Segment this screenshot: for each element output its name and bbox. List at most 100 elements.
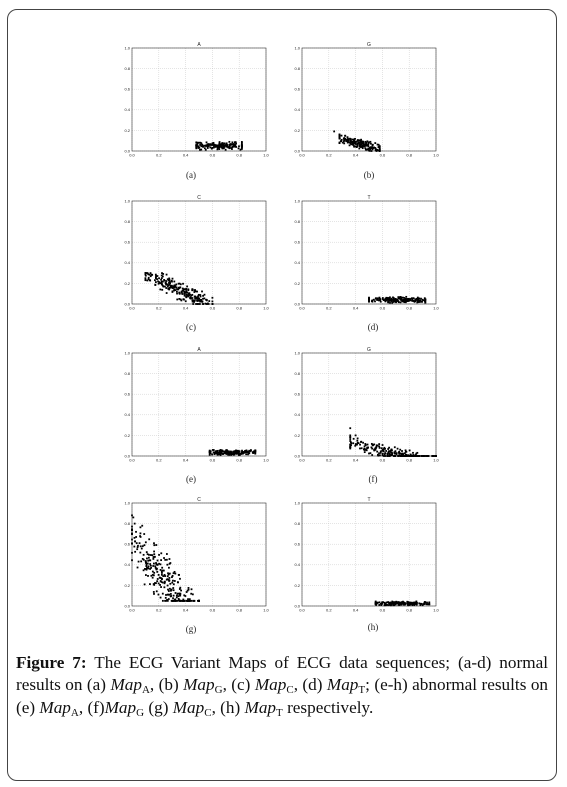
data-point: [232, 452, 235, 454]
data-point: [191, 297, 194, 299]
data-point: [154, 279, 156, 282]
data-point: [368, 298, 370, 301]
data-point: [238, 145, 240, 148]
data-point: [386, 455, 389, 457]
data-point: [167, 590, 170, 592]
data-point: [376, 298, 379, 301]
data-point: [404, 301, 407, 304]
data-point: [383, 601, 386, 604]
data-point: [155, 544, 158, 546]
data-point: [237, 147, 240, 150]
data-point: [356, 441, 359, 444]
x-tick-label: 1.0: [433, 306, 439, 311]
data-point: [412, 603, 415, 606]
x-tick-label: 0.2: [326, 306, 332, 311]
x-tick-label: 0.6: [380, 608, 386, 613]
data-point: [394, 602, 397, 605]
data-point: [161, 581, 164, 584]
data-point: [405, 450, 408, 453]
y-tick-label: 0.8: [124, 219, 130, 224]
data-point: [199, 141, 202, 144]
data-point: [179, 594, 182, 597]
data-point: [167, 588, 169, 591]
data-point: [228, 143, 231, 146]
data-point: [368, 452, 370, 455]
data-point: [375, 601, 378, 604]
data-point: [177, 573, 180, 576]
data-point: [229, 453, 232, 455]
data-point: [155, 590, 158, 593]
data-point: [403, 300, 406, 303]
data-point: [159, 584, 161, 586]
data-point: [383, 446, 386, 449]
data-point: [222, 452, 225, 455]
data-point: [189, 297, 192, 300]
y-tick-label: 0.4: [124, 107, 130, 112]
data-point: [180, 299, 183, 302]
data-point: [399, 448, 402, 451]
data-point: [410, 297, 413, 300]
data-point: [401, 453, 404, 456]
data-point: [224, 148, 227, 151]
plot-frame: [131, 47, 267, 152]
map-g: MapG: [183, 675, 223, 697]
data-point: [407, 455, 410, 457]
data-point: [350, 442, 353, 445]
data-point: [193, 291, 196, 293]
data-point: [241, 450, 244, 453]
data-point: [166, 578, 169, 581]
data-point: [363, 445, 366, 448]
y-tick-label: 0.6: [294, 87, 300, 92]
data-point: [359, 443, 361, 446]
data-point: [196, 143, 199, 145]
data-point: [211, 144, 213, 146]
y-tick-label: 0.2: [124, 128, 130, 133]
data-point: [208, 300, 211, 302]
data-point: [177, 581, 179, 584]
data-point: [388, 450, 390, 453]
x-tick-label: 1.0: [433, 458, 439, 463]
data-point: [195, 297, 198, 300]
data-point: [389, 601, 392, 604]
data-point: [181, 291, 183, 294]
data-point: [220, 452, 222, 455]
data-point: [401, 300, 404, 303]
data-point: [211, 453, 213, 456]
data-point: [367, 143, 370, 146]
data-point: [426, 603, 429, 606]
data-point: [157, 280, 159, 283]
data-point: [144, 568, 146, 570]
data-point: [245, 450, 248, 453]
data-point: [185, 287, 188, 290]
data-point: [423, 602, 426, 604]
panel-label-d: (d): [367, 322, 379, 332]
data-point: [154, 565, 157, 568]
data-point: [160, 581, 163, 583]
data-point: [379, 454, 381, 457]
data-point: [160, 586, 162, 588]
data-point: [176, 599, 179, 602]
data-point: [216, 449, 219, 452]
data-point: [349, 436, 352, 439]
data-point: [163, 279, 166, 281]
data-point: [385, 603, 388, 606]
data-point: [364, 444, 367, 446]
data-point: [200, 300, 203, 303]
data-point: [147, 565, 150, 568]
data-point: [396, 602, 398, 604]
data-point: [384, 447, 386, 450]
data-point: [146, 557, 148, 560]
data-point: [343, 142, 346, 145]
data-point: [163, 557, 165, 559]
y-tick-label: 0.6: [124, 87, 130, 92]
data-point: [171, 291, 174, 293]
data-point: [355, 146, 358, 148]
data-point: [164, 596, 167, 599]
data-point: [150, 273, 153, 276]
x-tick-label: 0.6: [210, 608, 216, 613]
data-point: [221, 146, 223, 149]
data-point: [178, 588, 181, 590]
data-point: [423, 603, 426, 605]
data-point: [230, 451, 233, 454]
data-point: [240, 453, 243, 455]
